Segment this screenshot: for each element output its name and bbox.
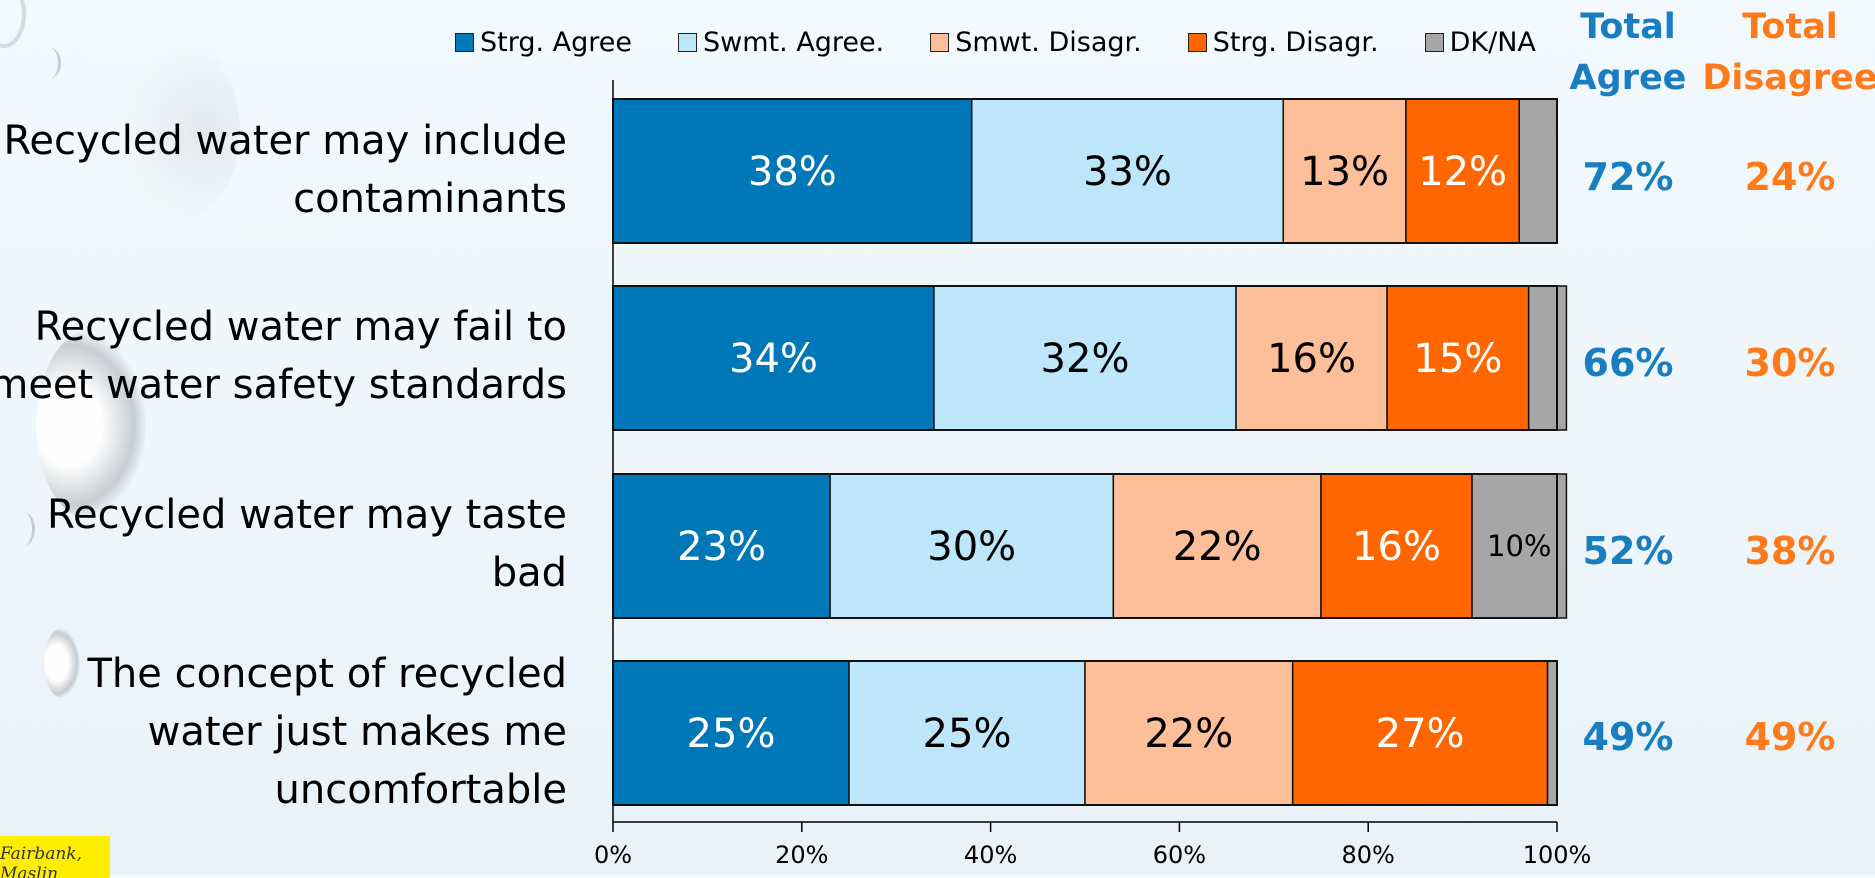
bar-segment <box>1084 660 1294 806</box>
bar-data-label: 16% <box>1352 524 1441 570</box>
legend-label: Smwt. Disagr. <box>955 26 1142 58</box>
total-disagree-value: 49% <box>1744 715 1836 759</box>
row-label-line: uncomfortable <box>274 767 567 813</box>
total-disagree-header: Total Disagree <box>1700 2 1875 104</box>
bar-data-label: 12% <box>1418 149 1507 195</box>
bar-data-label: 38% <box>748 149 837 195</box>
x-tick-label: 100% <box>1523 841 1592 869</box>
x-tick-label: 20% <box>775 841 828 869</box>
total-disagree-header-line2: Disagree <box>1702 58 1875 98</box>
bar-data-label: 25% <box>923 711 1012 757</box>
bar-outline <box>612 660 1558 806</box>
legend-item: Swmt. Agree. <box>678 27 884 58</box>
row-label-uncomfortable: The concept of recycled water just makes… <box>0 645 567 819</box>
legend-item: Smwt. Disagr. <box>930 27 1142 58</box>
bar-segment <box>1518 98 1558 244</box>
bar-data-label: 10% <box>1487 529 1551 563</box>
legend-item: Strg. Disagr. <box>1187 26 1379 58</box>
legend-item: DK/NA <box>1424 26 1536 58</box>
bar-segment <box>1546 660 1558 806</box>
row-label-safety-standards: Recycled water may fail to meet water sa… <box>0 298 567 414</box>
row-label-line: Recycled water may fail to <box>34 304 567 350</box>
bar-data-label: 27% <box>1376 711 1465 757</box>
bar-segment <box>612 285 935 431</box>
bar-segment <box>1291 660 1549 806</box>
total-disagree-value: 24% <box>1744 155 1836 199</box>
fairbank-logo: Fairbank, Maslin <box>0 836 110 878</box>
total-agree-value: 72% <box>1582 155 1674 199</box>
bar-data-label: 16% <box>1267 336 1356 382</box>
bar-segment <box>612 98 973 244</box>
total-agree-header: Total Agree <box>1538 2 1718 104</box>
bar-data-label: 33% <box>1083 149 1172 195</box>
row-label-line: Recycled water may include <box>3 118 567 164</box>
bar-data-label: 25% <box>687 711 776 757</box>
bar-data-label: 34% <box>729 336 818 382</box>
bar-data-label: 13% <box>1300 149 1389 195</box>
x-tick-label: 60% <box>1153 841 1206 869</box>
bar-segment <box>612 473 831 619</box>
total-disagree-value: 30% <box>1744 341 1836 385</box>
legend-swatch <box>930 32 950 52</box>
chart-legend: Strg. Agree Swmt. Agree. Smwt. Disagr. Strg… <box>455 24 1582 60</box>
bar-outline <box>612 285 1558 431</box>
total-agree-value: 52% <box>1582 529 1674 573</box>
legend-label: Swmt. Agree. <box>703 26 885 58</box>
bar-data-label: 30% <box>927 524 1016 570</box>
row-label-taste-bad: Recycled water may taste bad <box>0 486 567 602</box>
bar-data-label: 15% <box>1413 336 1502 382</box>
bar-data-label: 23% <box>677 524 766 570</box>
row-label-line: Recycled water may taste <box>47 492 567 538</box>
bar-segment <box>1471 473 1568 619</box>
x-tick-label: 40% <box>964 841 1017 869</box>
bar-outline <box>612 98 1558 244</box>
row-label-line: water just makes me <box>147 709 567 755</box>
bar-segment <box>848 660 1086 806</box>
x-tick-label: 0% <box>594 841 632 869</box>
row-label-line: meet water safety standards <box>0 362 567 408</box>
bar-segment <box>1405 98 1520 244</box>
legend-swatch <box>1424 32 1444 52</box>
legend-item: Strg. Agree <box>455 27 632 58</box>
bar-segment <box>1527 285 1568 431</box>
total-agree-value: 49% <box>1582 715 1674 759</box>
row-label-line: bad <box>491 550 567 596</box>
total-disagree-header-line1: Total <box>1742 7 1838 47</box>
legend-swatch <box>455 32 474 52</box>
bar-data-label: 22% <box>1144 711 1233 757</box>
legend-swatch <box>678 32 697 52</box>
legend-label: Strg. Disagr. <box>1212 26 1379 58</box>
legend-label: DK/NA <box>1449 26 1536 58</box>
bar-segment <box>1320 473 1473 619</box>
total-agree-value: 66% <box>1582 341 1674 385</box>
row-label-line: The concept of recycled <box>87 651 567 697</box>
bar-data-label: 22% <box>1173 524 1262 570</box>
x-tick-label: 80% <box>1342 841 1395 869</box>
legend-swatch <box>1187 32 1207 52</box>
bar-outline <box>612 473 1558 619</box>
total-agree-header-line1: Total <box>1580 7 1676 47</box>
row-label-line: contaminants <box>293 176 567 222</box>
total-disagree-value: 38% <box>1744 529 1836 573</box>
bar-segment <box>829 473 1115 619</box>
total-agree-header-line2: Agree <box>1569 58 1687 98</box>
legend-label: Strg. Agree <box>480 26 632 58</box>
row-label-contaminants: Recycled water may include contaminants <box>0 112 567 228</box>
bar-data-label: 32% <box>1041 336 1130 382</box>
